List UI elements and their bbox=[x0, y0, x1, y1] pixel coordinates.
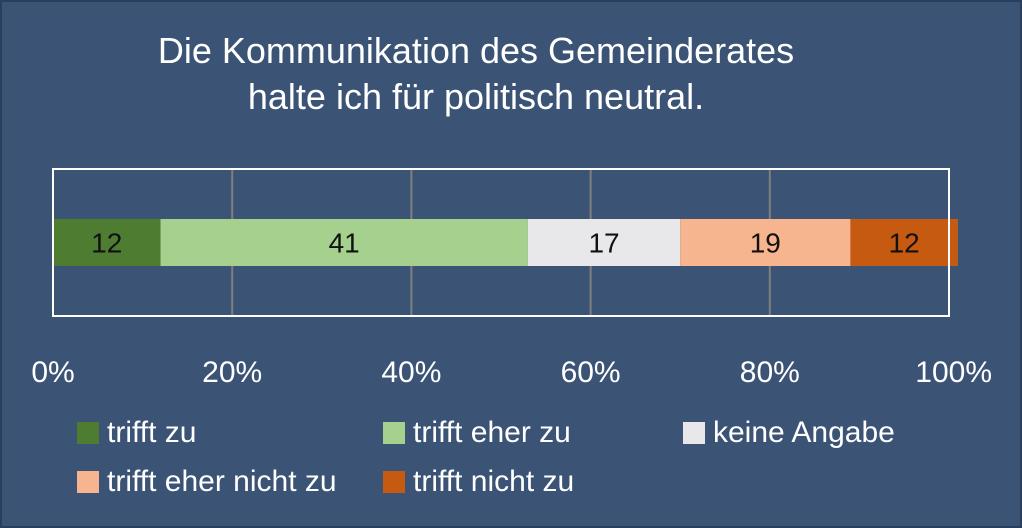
legend-label: trifft nicht zu bbox=[413, 465, 575, 498]
x-tick-label: 0% bbox=[31, 356, 74, 389]
legend-swatch bbox=[77, 422, 99, 444]
legend-swatch bbox=[383, 471, 405, 493]
chart-title-line-2: halte ich für politisch neutral. bbox=[247, 76, 705, 117]
legend-item-2: trifft eher zu bbox=[383, 416, 571, 450]
bar-segment-4 bbox=[680, 219, 851, 266]
legend-label: trifft eher nicht zu bbox=[107, 465, 337, 498]
legend-item-5: trifft nicht zu bbox=[383, 465, 574, 499]
legend-item-1: trifft zu bbox=[77, 416, 196, 450]
bar-segment-3 bbox=[527, 219, 681, 266]
legend-label: trifft zu bbox=[107, 416, 197, 449]
x-tick-label: 80% bbox=[740, 356, 800, 389]
legend-item-4: trifft eher nicht zu bbox=[77, 465, 337, 499]
legend-item-3: keine Angabe bbox=[683, 416, 895, 450]
bar-segment-1 bbox=[53, 219, 161, 266]
data-label-4: 19 bbox=[750, 228, 781, 259]
plot-border bbox=[52, 168, 950, 317]
x-tick-label: 40% bbox=[381, 356, 441, 389]
legend-label: trifft eher zu bbox=[413, 416, 571, 449]
data-label-2: 41 bbox=[329, 228, 360, 259]
data-label-5: 12 bbox=[889, 228, 920, 259]
x-tick-label: 60% bbox=[561, 356, 621, 389]
data-label-3: 17 bbox=[588, 228, 619, 259]
bar-segment-2 bbox=[160, 219, 528, 266]
legend-label: keine Angabe bbox=[713, 416, 895, 449]
bar-segment-5 bbox=[850, 219, 958, 266]
data-label-1: 12 bbox=[91, 228, 122, 259]
chart-title: Die Kommunikation des Gemeinderates halt… bbox=[0, 28, 952, 120]
chart-title-line-1: Die Kommunikation des Gemeinderates bbox=[157, 30, 795, 71]
legend-swatch bbox=[383, 422, 405, 444]
x-tick-label: 20% bbox=[202, 356, 262, 389]
x-tick-label: 100% bbox=[915, 356, 992, 389]
legend-swatch bbox=[683, 422, 705, 444]
legend-swatch bbox=[77, 471, 99, 493]
